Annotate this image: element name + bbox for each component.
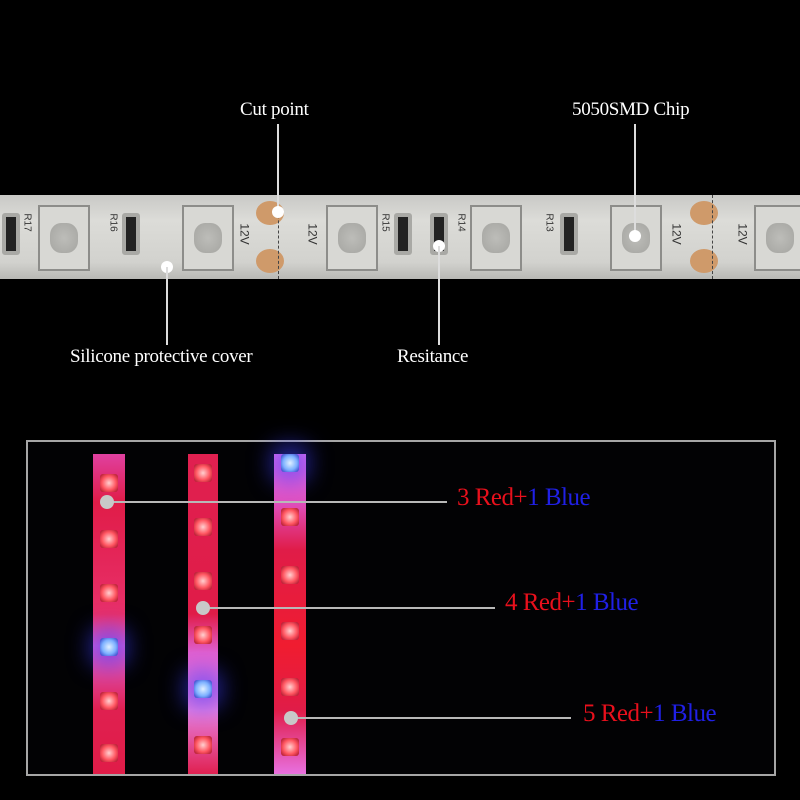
voltage-label: 12V — [735, 223, 750, 245]
lit-strips-panel — [26, 440, 776, 776]
resistor — [394, 213, 412, 255]
chip-label: 5050SMD Chip — [572, 99, 690, 120]
strip-3r1b — [93, 454, 125, 774]
callout-dot — [196, 601, 210, 615]
callout-line — [203, 607, 495, 609]
smd-chip — [610, 205, 662, 271]
resistor-label: R16 — [107, 213, 119, 232]
callout-line — [291, 717, 571, 719]
led-strip-closeup: R17 R16 12V 12V R15 R14 R13 12V 12V — [0, 195, 800, 279]
callout-line — [438, 246, 440, 345]
solder-pad — [690, 249, 718, 273]
voltage-label: 12V — [305, 223, 320, 245]
callout-dot — [100, 495, 114, 509]
callout-dot — [272, 206, 284, 218]
resistor — [122, 213, 140, 255]
ratio-label-4r1b: 4 Red+1 Blue — [505, 589, 639, 616]
callout-line — [166, 267, 168, 345]
cut-line — [712, 195, 713, 279]
resistor-label: R14 — [455, 213, 467, 232]
resistance-label: Resitance — [397, 346, 469, 367]
smd-chip — [754, 205, 800, 271]
solder-pad — [690, 201, 718, 225]
cover-label: Silicone protective cover — [70, 346, 253, 367]
ratio-label-5r1b: 5 Red+1 Blue — [583, 700, 717, 727]
callout-dot — [284, 711, 298, 725]
resistor — [560, 213, 578, 255]
resistor-label: R15 — [379, 213, 391, 232]
smd-chip — [470, 205, 522, 271]
voltage-label: 12V — [669, 223, 684, 245]
resistor-label: R17 — [21, 213, 33, 232]
callout-dot — [629, 230, 641, 242]
resistor-label: R13 — [543, 213, 555, 232]
callout-line — [277, 124, 279, 212]
strip-4r1b — [188, 454, 218, 774]
callout-line — [107, 501, 447, 503]
ratio-label-3r1b: 3 Red+1 Blue — [457, 484, 591, 511]
smd-chip — [38, 205, 90, 271]
smd-chip — [182, 205, 234, 271]
cut-point-label: Cut point — [240, 99, 309, 120]
smd-chip — [326, 205, 378, 271]
voltage-label: 12V — [237, 223, 252, 245]
cut-line — [278, 195, 279, 279]
solder-pad — [256, 249, 284, 273]
callout-line — [634, 124, 636, 236]
resistor — [2, 213, 20, 255]
